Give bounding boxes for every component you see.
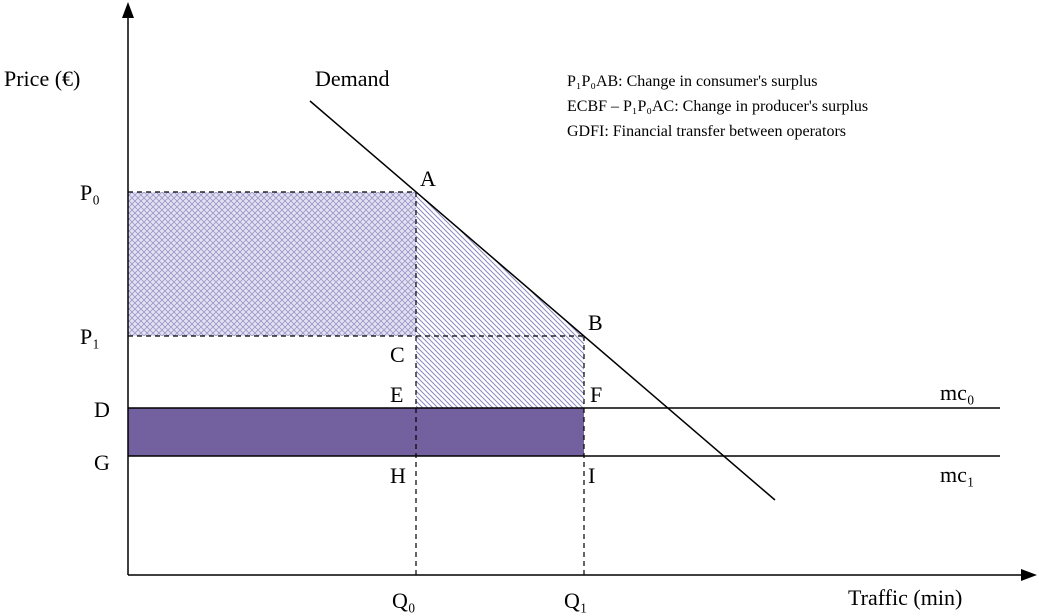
y-arrow <box>122 2 134 18</box>
point-label: P₁ <box>80 324 100 349</box>
mc1-label: mc₁ <box>940 462 975 487</box>
point-label: C <box>390 342 405 367</box>
demand-label: Demand <box>315 66 390 91</box>
point-label: I <box>588 463 595 488</box>
demand-line <box>309 100 776 501</box>
legend-item: ECBF – P₁P₀AC: Change in producer's surp… <box>567 98 868 115</box>
point-label: G <box>94 450 110 475</box>
point-label: A <box>420 166 436 191</box>
point-label: E <box>390 382 403 407</box>
point-label: P₀ <box>80 180 100 205</box>
point-label: Q₀ <box>392 588 416 613</box>
point-label: H <box>390 463 406 488</box>
y-label: Price (€) <box>4 66 80 91</box>
point-label: F <box>590 382 602 407</box>
rect-ecbf <box>416 336 584 408</box>
x-label: Traffic (min) <box>848 585 962 610</box>
point-label: D <box>94 397 110 422</box>
point-label: B <box>588 310 603 335</box>
legend-item: GDFI: Financial transfer between operato… <box>567 123 846 140</box>
legend-item: P₁P₀AB: Change in consumer's surplus <box>567 73 817 90</box>
point-label: Q₁ <box>564 588 588 613</box>
consumer-rect <box>128 192 416 336</box>
mc0-label: mc₀ <box>940 380 975 405</box>
x-arrow <box>1021 569 1037 581</box>
transfer-rect <box>128 408 584 456</box>
